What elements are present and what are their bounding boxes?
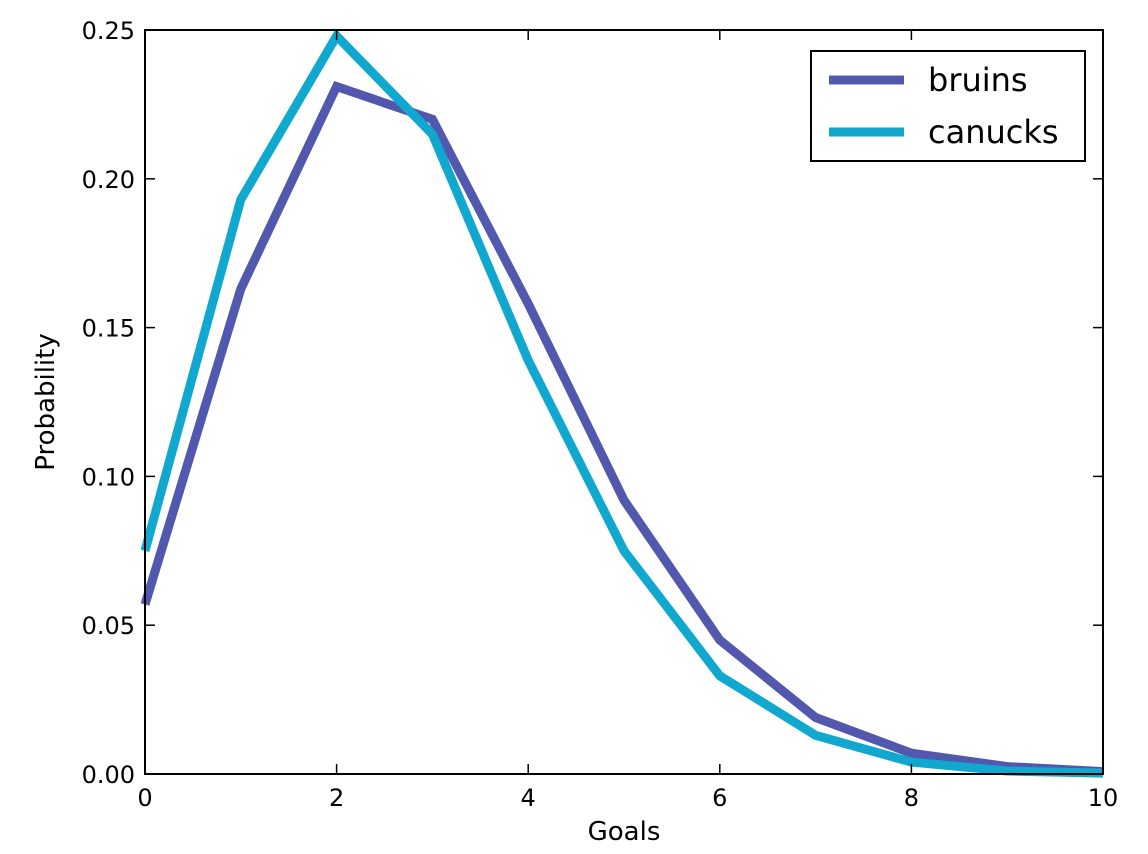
y-tick-label: 0.00 (82, 761, 135, 789)
x-tick-label: 6 (712, 784, 727, 812)
y-tick-label: 0.15 (82, 315, 135, 343)
legend: bruins canucks (810, 50, 1086, 162)
y-axis-title: Probability (31, 333, 61, 470)
legend-label-bruins: bruins (928, 61, 1028, 99)
y-tick-label: 0.05 (82, 612, 135, 640)
y-tick-label: 0.25 (82, 17, 135, 45)
legend-box (810, 50, 1086, 162)
y-tick-label: 0.10 (82, 463, 135, 491)
x-axis-title: Goals (588, 817, 661, 847)
y-tick-label: 0.20 (82, 166, 135, 194)
x-tick-label: 10 (1088, 784, 1119, 812)
ticks-layer: 0 2 4 6 8 10 0.00 0.05 0.10 0.15 0.20 0.25 (82, 17, 1119, 812)
x-tick-label: 8 (904, 784, 919, 812)
x-tick-label: 4 (521, 784, 536, 812)
legend-label-canucks: canucks (928, 113, 1059, 151)
series-layer (140, 28, 1104, 778)
x-tick-label: 2 (329, 784, 344, 812)
plot-frame (144, 29, 1104, 775)
x-tick-label: 0 (137, 784, 152, 812)
